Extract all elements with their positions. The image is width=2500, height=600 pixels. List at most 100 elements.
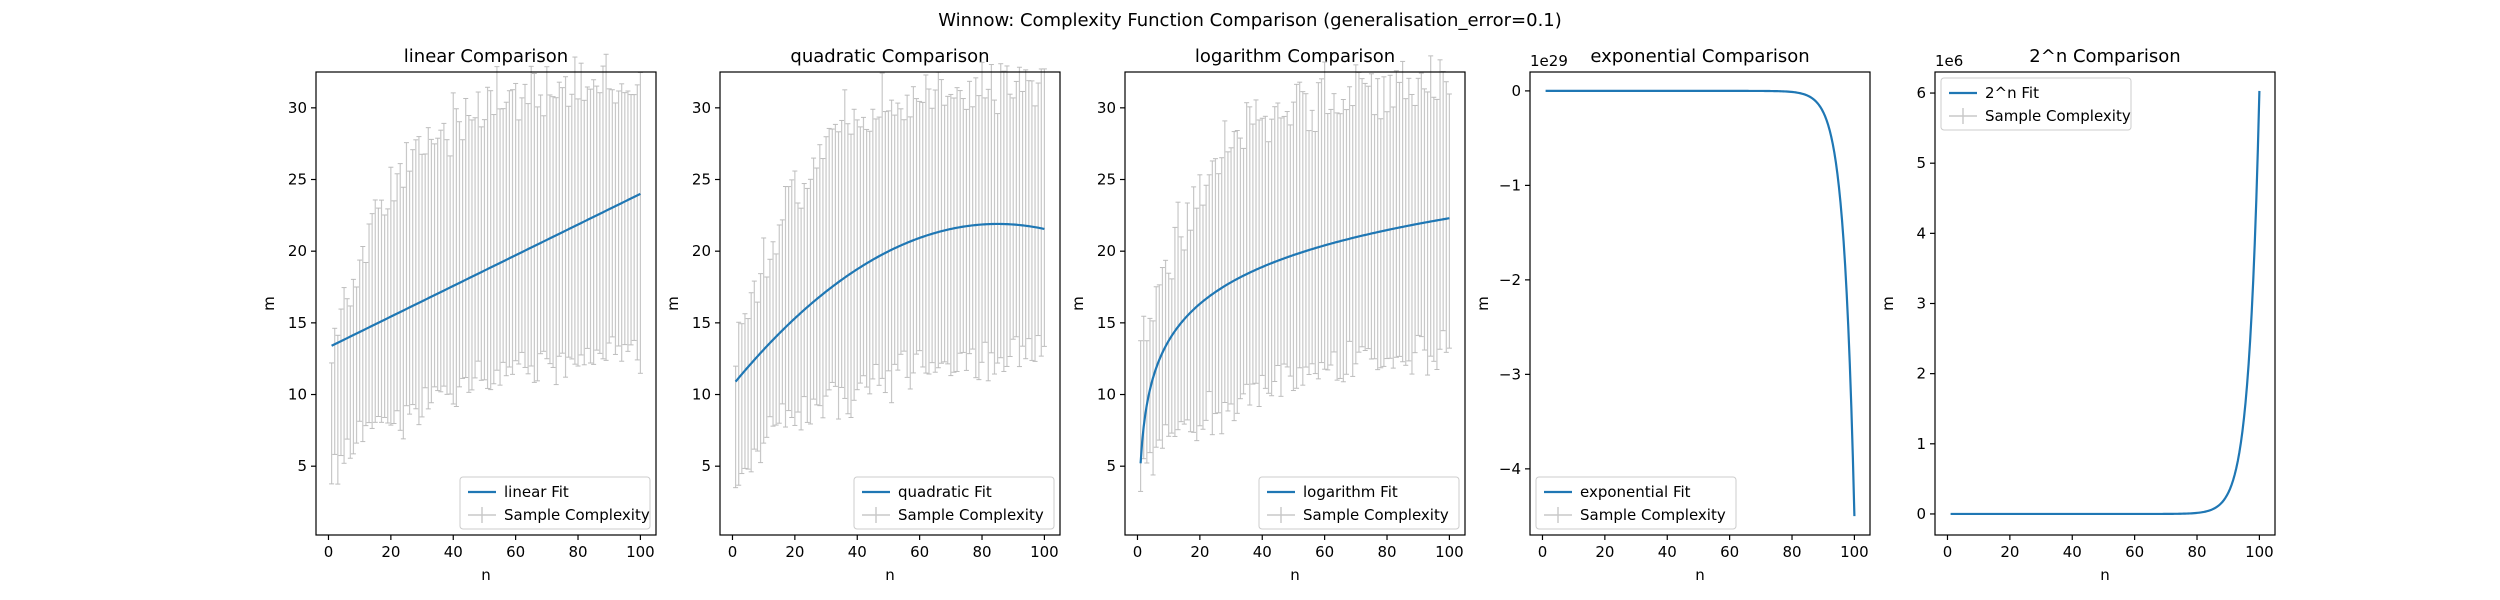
axes-frame [1124,71,1466,536]
subplot-3: logarithm Comparison 0 20 40 60 80 100 5 10 15 20 2… [1069,46,1466,584]
x-tick-label: 40 [2063,543,2082,561]
sample-series [329,53,643,485]
y-axis-label: m [1474,296,1492,311]
y-tick-label: 30 [288,99,307,117]
y-tick-label: 6 [1916,84,1926,102]
legend-sample-label: Sample Complexity [1985,107,2131,125]
subplot-4: exponential Comparison 0 20 40 60 80 100 0 −1 −2 −… [1474,46,1871,584]
x-tick-label: 40 [848,543,867,561]
x-tick-label: 80 [2187,543,2206,561]
x-tick-label: 40 [1658,543,1677,561]
y-tick-label: 5 [701,457,711,475]
legend-fit-label: 2^n Fit [1985,84,2039,102]
x-tick-label: 20 [1190,543,1209,561]
y-tick-label: −2 [1499,271,1521,289]
legend-sample-label: Sample Complexity [504,506,650,524]
x-tick-label: 80 [972,543,991,561]
y-tick-label: 4 [1916,224,1926,242]
y-tick-label: 0 [1916,505,1926,523]
sample-series [733,61,1047,489]
x-tick-label: 100 [2245,543,2274,561]
x-tick-label: 20 [2000,543,2019,561]
subplot-title: 2^n Comparison [2029,46,2180,67]
y-tick-label: 25 [1097,171,1116,189]
axes-frame [1934,71,2276,536]
y-tick-label: 20 [692,242,711,260]
x-tick-label: 0 [1538,543,1548,561]
legend: exponential Fit Sample Complexity [1535,476,1737,530]
legend-box [1940,77,2132,131]
fit-line [1950,90,2261,516]
fit-line [331,192,641,347]
x-tick-label: 60 [1720,543,1739,561]
x-tick-label: 100 [1840,543,1869,561]
figure-suptitle: Winnow: Complexity Function Comparison (… [938,10,1562,31]
subplot-title: exponential Comparison [1590,46,1809,67]
x-tick-label: 0 [1943,543,1953,561]
y-tick-label: −3 [1499,365,1521,383]
subplot-5: 2^n Comparison 0 20 40 60 80 100 0 1 2 3 4 5 6 1e6 n m 2^… [1879,46,2276,584]
legend-sample-label: Sample Complexity [898,506,1044,524]
x-axis-label: n [885,566,895,584]
x-tick-label: 100 [626,543,655,561]
legend: 2^n Fit Sample Complexity [1940,77,2132,131]
x-tick-label: 100 [1030,543,1059,561]
sample-series [1138,55,1452,492]
legend: quadratic Fit Sample Complexity [853,476,1055,530]
y-axis-label: m [1069,296,1087,311]
x-tick-label: 0 [1133,543,1143,561]
x-axis-label: n [2100,566,2110,584]
fit-line [1545,89,1856,517]
x-tick-label: 0 [324,543,334,561]
legend-box [853,476,1055,530]
y-tick-label: 20 [1097,242,1116,260]
y-axis-label: m [664,296,682,311]
x-tick-label: 0 [728,543,738,561]
subplot-2: quadratic Comparison 0 20 40 60 80 100 5 10 15 20 2… [664,46,1061,584]
legend: logarithm Fit Sample Complexity [1258,476,1460,530]
axes-frame [315,71,657,536]
y-tick-label: 30 [692,99,711,117]
y-tick-label: 15 [692,314,711,332]
x-tick-label: 60 [1315,543,1334,561]
legend-sample-label: Sample Complexity [1580,506,1726,524]
subplot-title: logarithm Comparison [1195,46,1395,67]
subplot-title: linear Comparison [404,46,568,67]
y-tick-label: 10 [692,386,711,404]
x-tick-label: 40 [444,543,463,561]
y-offset-text: 1e6 [1935,52,1963,70]
y-tick-label: 0 [1511,82,1521,100]
y-tick-label: 5 [1916,154,1926,172]
axes-frame [1529,71,1871,536]
x-tick-label: 80 [568,543,587,561]
x-tick-label: 100 [1435,543,1464,561]
y-tick-label: 30 [1097,99,1116,117]
x-tick-label: 20 [1595,543,1614,561]
y-offset-text: 1e29 [1530,52,1568,70]
x-tick-label: 60 [506,543,525,561]
y-tick-label: 10 [288,386,307,404]
x-tick-label: 20 [785,543,804,561]
y-tick-label: 15 [1097,314,1116,332]
legend-fit-label: linear Fit [504,483,569,501]
legend-box [1258,476,1460,530]
y-tick-label: 10 [1097,386,1116,404]
legend: linear Fit Sample Complexity [459,476,651,530]
legend-fit-label: exponential Fit [1580,483,1691,501]
y-tick-label: 25 [692,171,711,189]
x-tick-label: 60 [2125,543,2144,561]
x-axis-label: n [481,566,491,584]
x-axis-label: n [1695,566,1705,584]
x-tick-label: 40 [1253,543,1272,561]
y-tick-label: 2 [1916,365,1926,383]
legend-sample-label: Sample Complexity [1303,506,1449,524]
fit-line [734,222,1045,383]
x-tick-label: 80 [1782,543,1801,561]
x-tick-label: 80 [1377,543,1396,561]
y-tick-label: −4 [1499,460,1521,478]
legend-fit-label: logarithm Fit [1303,483,1398,501]
x-axis-label: n [1290,566,1300,584]
y-axis-label: m [260,296,278,311]
